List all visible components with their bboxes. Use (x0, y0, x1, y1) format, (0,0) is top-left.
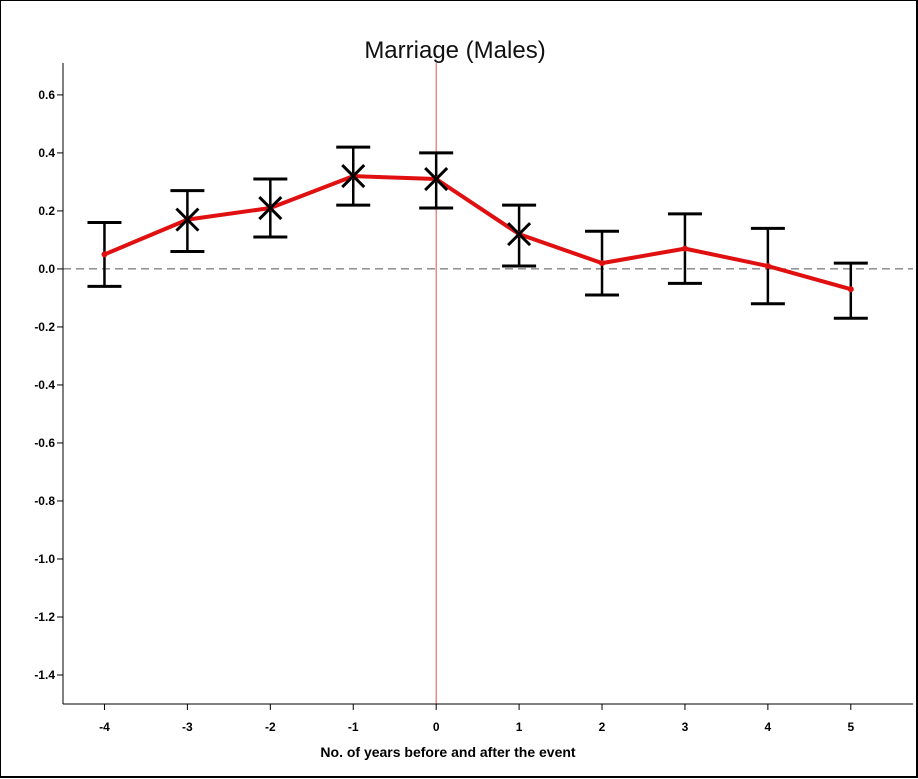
y-tick-label: 0.0 (38, 262, 55, 276)
x-tick-label: -2 (265, 720, 276, 734)
data-point (101, 251, 108, 258)
reference-lines (63, 63, 913, 704)
y-tick-label: -1.4 (34, 668, 55, 682)
data-point (599, 260, 606, 267)
series-line (102, 174, 853, 292)
data-point (847, 286, 854, 293)
significance-x-marker (175, 207, 200, 232)
y-tick-label: 0.2 (38, 204, 55, 218)
x-tick-label: 5 (847, 720, 854, 734)
y-axis-ticks: 0.6 0.4 0.2 0.0 -0.2 -0.4 -0.6 -0.8 -1.0 -1.2 -1.4 (34, 88, 63, 682)
x-axis-title: No. of years before and after the event (320, 744, 576, 760)
data-point (764, 263, 771, 270)
significance-x-marker (341, 164, 366, 189)
x-tick-label: 0 (433, 720, 440, 734)
x-tick-label: 1 (516, 720, 523, 734)
error-bars (87, 145, 868, 320)
x-tick-label: 4 (765, 720, 772, 734)
significance-x-marker (258, 195, 283, 221)
x-tick-label: -3 (182, 720, 193, 734)
y-tick-label: 0.4 (38, 146, 55, 160)
x-tick-label: -4 (99, 720, 110, 734)
significance-x-marker (424, 166, 449, 192)
y-tick-label: -1.2 (34, 610, 55, 624)
x-tick-label: 2 (599, 720, 606, 734)
x-tick-label: 3 (682, 720, 689, 734)
data-point (681, 245, 688, 252)
series-line-group (102, 174, 853, 292)
y-tick-label: -0.8 (34, 494, 55, 508)
y-tick-label: -0.2 (34, 320, 55, 334)
axes (62, 63, 913, 705)
significance-x-marker (507, 222, 532, 247)
y-tick-label: 0.6 (38, 88, 55, 102)
chart-title: Marriage (Males) (364, 37, 545, 64)
x-tick-label: -1 (348, 720, 359, 734)
y-tick-label: -0.6 (34, 436, 55, 450)
y-tick-label: -0.4 (34, 378, 55, 392)
markers (101, 164, 854, 293)
y-tick-label: -1.0 (34, 552, 55, 566)
x-axis-ticks: -4 -3 -2 -1 0 1 2 3 4 5 (99, 704, 854, 734)
